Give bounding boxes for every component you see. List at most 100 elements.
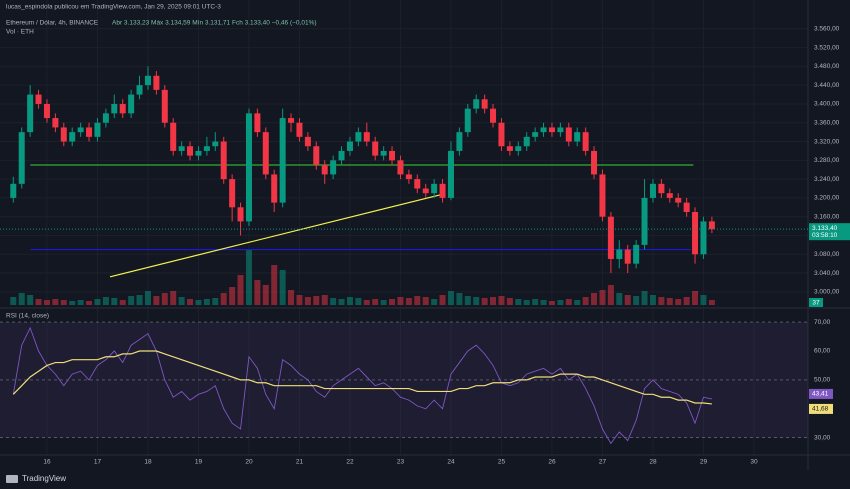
last-price-label: 3.133,40 <box>812 225 838 232</box>
candle-body <box>363 132 370 142</box>
x-tick-label: 24 <box>447 459 455 466</box>
volume-bar <box>187 299 194 305</box>
volume-bar <box>464 296 471 305</box>
candle-body <box>245 113 252 222</box>
x-tick-label: 23 <box>397 459 405 466</box>
candle-body <box>288 118 295 123</box>
volume-bar <box>389 299 396 305</box>
y-tick-label: 3.200,00 <box>814 195 840 202</box>
x-tick-label: 21 <box>296 459 304 466</box>
volume-bar <box>94 299 101 305</box>
candle-body <box>422 188 429 194</box>
volume-bar <box>271 265 278 305</box>
volume-bar <box>692 291 699 305</box>
candle-body <box>414 179 421 189</box>
volume-bar <box>607 285 614 305</box>
candle-body <box>447 150 454 198</box>
x-tick-label: 17 <box>94 459 102 466</box>
rsi-title: RSI (14, close) <box>6 313 49 320</box>
candle-body <box>18 132 25 184</box>
candle-body <box>304 136 311 147</box>
logo <box>6 475 18 483</box>
candle-body <box>515 146 522 151</box>
volume-label: Vol · ETH <box>6 29 34 36</box>
volume-bar <box>481 298 488 305</box>
candle-body <box>565 127 572 142</box>
volume-bar <box>548 301 555 305</box>
header: lucas_espindola publicou em TradingView.… <box>6 4 221 11</box>
candle-body <box>77 127 84 133</box>
volume-bar <box>212 298 219 305</box>
candle-body <box>599 174 606 217</box>
candle-body <box>540 127 547 133</box>
volume-bar <box>111 298 118 305</box>
y-tick-label: 3.000,00 <box>814 289 840 296</box>
volume-bar <box>666 298 673 305</box>
rsi-value-label: 41,68 <box>812 406 829 413</box>
volume-bar <box>683 297 690 305</box>
volume-bar <box>355 298 362 305</box>
volume-bar <box>18 293 25 305</box>
volume-bar <box>439 295 446 305</box>
rsi-value-label: 43,41 <box>812 391 829 398</box>
candle-body <box>119 103 126 114</box>
y-tick-label: 3.360,00 <box>814 119 840 126</box>
candle-body <box>254 113 261 133</box>
candle-body <box>481 99 488 109</box>
candle-body <box>532 132 539 137</box>
candle-body <box>195 150 202 156</box>
candle-body <box>346 141 353 151</box>
volume-bar <box>254 280 261 305</box>
volume-bar <box>237 275 244 305</box>
candle-body <box>397 160 404 175</box>
candle-body <box>633 244 640 264</box>
volume-bar <box>574 300 581 305</box>
volume-bar <box>296 295 303 305</box>
candle-body <box>616 249 623 259</box>
volume-bar <box>136 295 143 305</box>
x-tick-label: 20 <box>245 459 253 466</box>
volume-bar <box>288 290 295 305</box>
volume-bar <box>229 287 236 305</box>
rsi-tick-label: 70,00 <box>814 319 831 326</box>
trend-line <box>109 193 444 278</box>
candle-body <box>548 127 555 133</box>
volume-bar <box>161 293 168 305</box>
candle-body <box>229 179 236 208</box>
y-tick-label: 3.160,00 <box>814 213 840 220</box>
x-tick-label: 16 <box>43 459 51 466</box>
candle-body <box>498 122 505 147</box>
candle-body <box>330 160 337 175</box>
y-tick-label: 3.280,00 <box>814 157 840 164</box>
candle-body <box>574 132 581 142</box>
rsi-tag <box>809 388 833 399</box>
x-tick-label: 29 <box>700 459 708 466</box>
candle-body <box>128 94 135 114</box>
x-tick-label: 22 <box>346 459 354 466</box>
candle-body <box>658 183 665 194</box>
y-tick-label: 3.560,00 <box>814 26 840 33</box>
candle-body <box>35 94 42 104</box>
x-tick-label: 30 <box>750 459 758 466</box>
volume-bar <box>119 300 126 305</box>
volume-bar <box>35 299 42 305</box>
candle-body <box>372 141 379 156</box>
x-tick-label: 28 <box>649 459 657 466</box>
volume-bar <box>102 297 109 305</box>
candle-body <box>523 136 530 147</box>
candle-body <box>456 132 463 151</box>
volume-bar <box>591 293 598 305</box>
volume-bar <box>616 293 623 305</box>
volume-bar <box>262 285 269 305</box>
last-price-tag <box>809 223 850 241</box>
volume-bar <box>128 296 135 305</box>
y-tick-label: 3.040,00 <box>814 270 840 277</box>
volume-bar <box>405 298 412 305</box>
volume-bar <box>69 301 76 305</box>
volume-bar <box>313 296 320 305</box>
volume-bar <box>624 295 631 305</box>
candle-body <box>187 146 194 156</box>
volume-bar <box>397 297 404 305</box>
volume-bar <box>447 291 454 305</box>
volume-bar <box>700 295 707 305</box>
